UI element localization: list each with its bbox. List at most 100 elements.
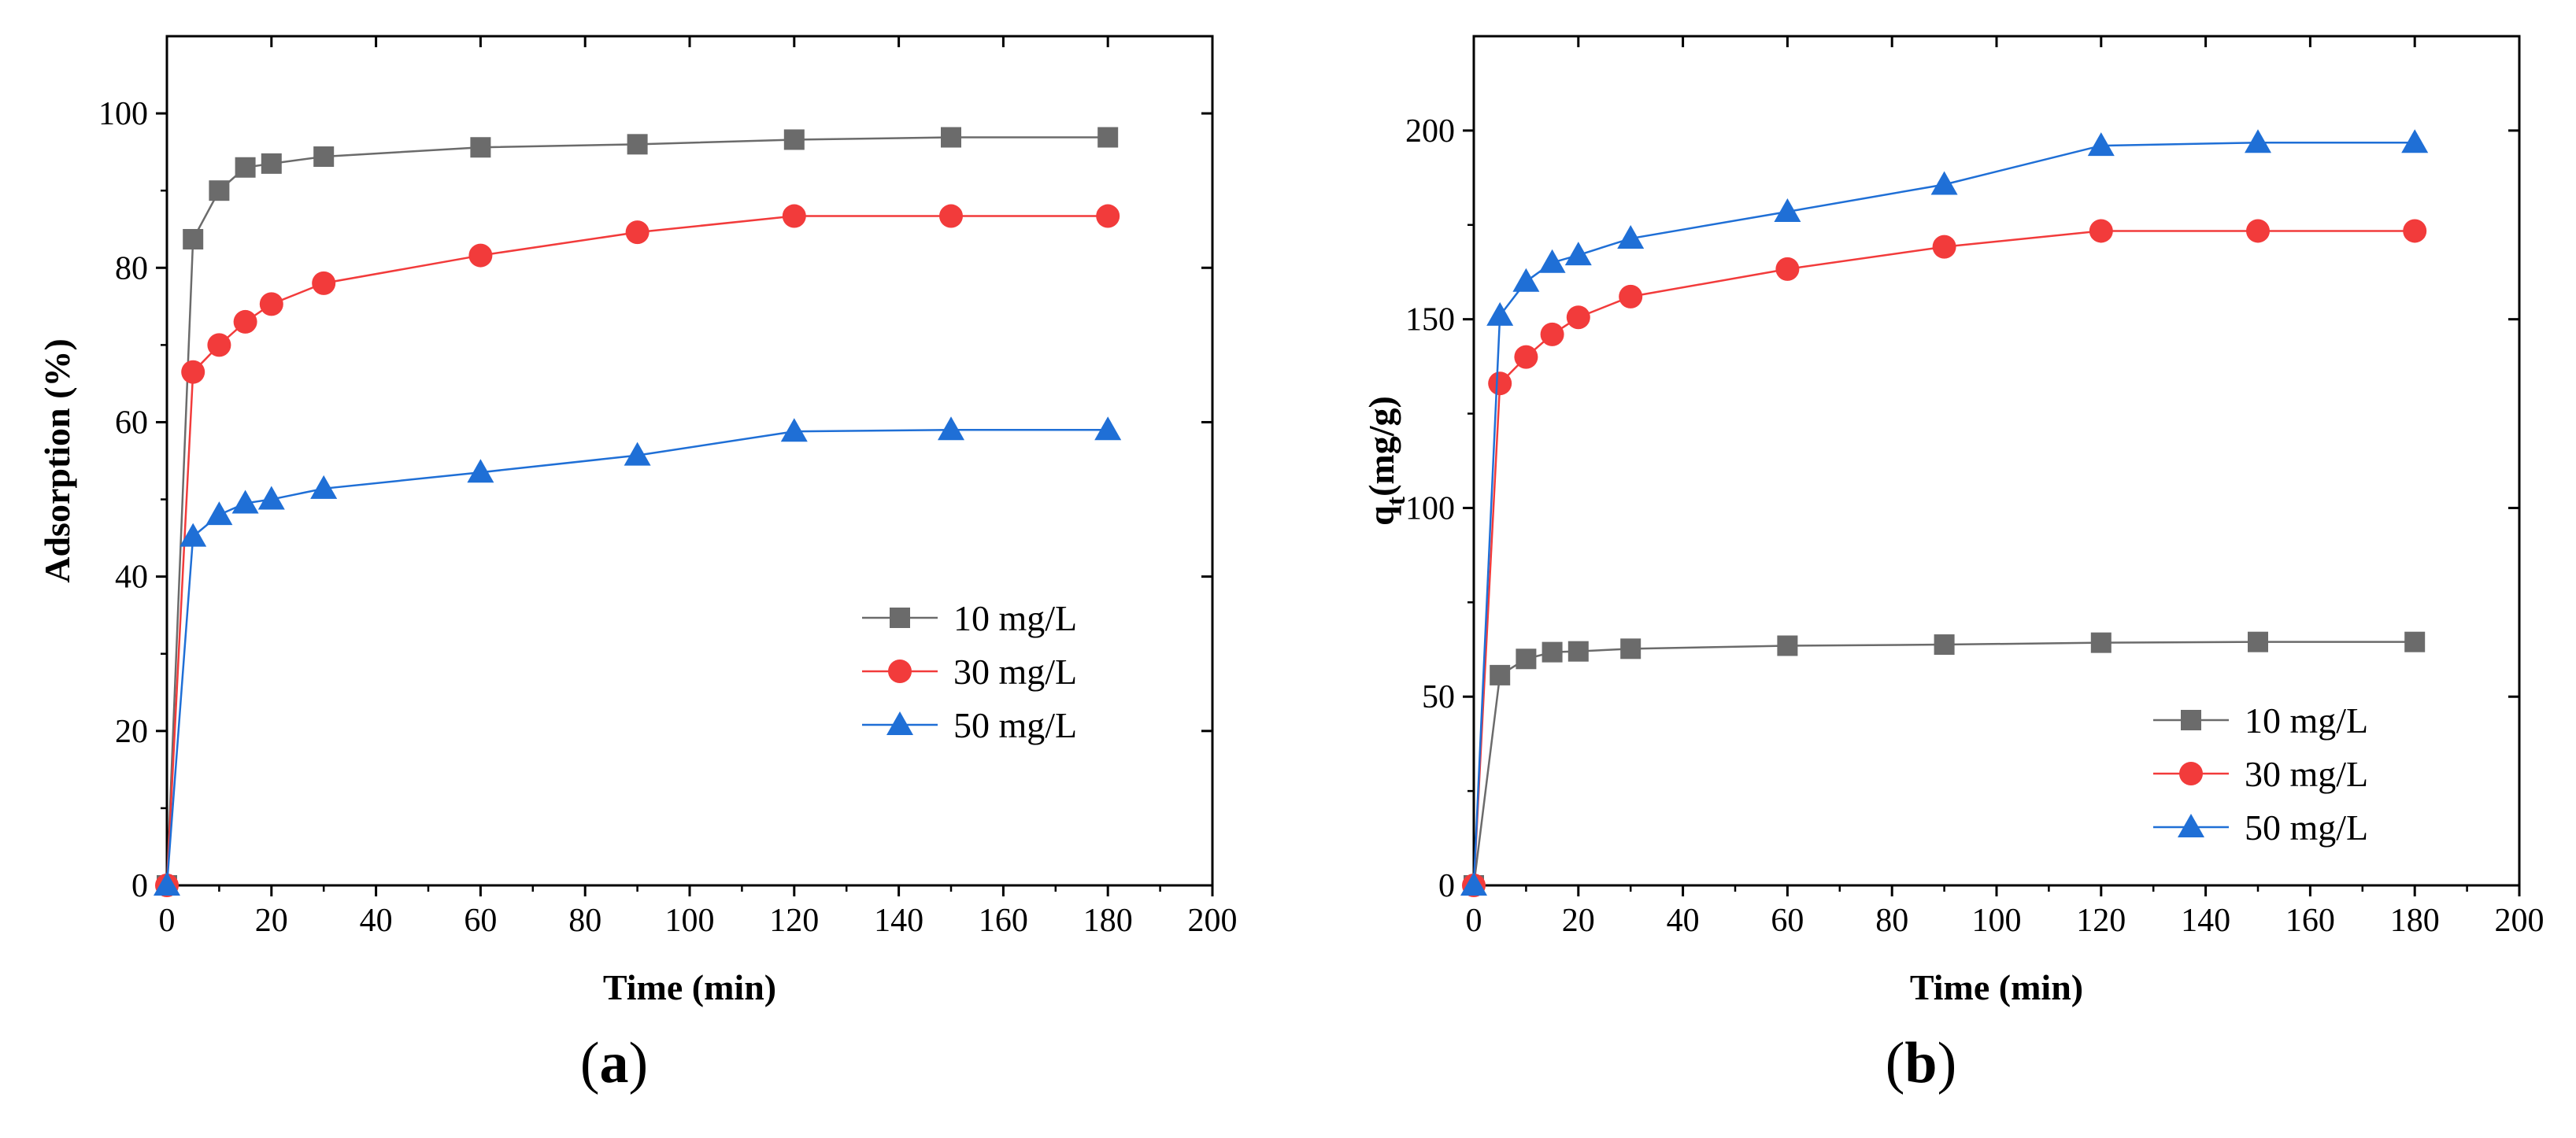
legend-label: 50 mg/L — [2245, 807, 2368, 848]
data-point — [1460, 872, 1487, 896]
panel-label: (a) — [580, 1031, 648, 1096]
data-point — [313, 146, 335, 168]
panel-label-close: ) — [629, 1031, 649, 1096]
y-tick-label: 200 — [1405, 113, 1455, 150]
data-point — [261, 153, 282, 174]
data-point — [183, 228, 204, 249]
data-point — [2090, 632, 2112, 653]
y-axis-title-unit: (mg/g) — [1361, 396, 1401, 497]
legend-label: 30 mg/L — [953, 652, 1077, 692]
series-10-mg-l — [157, 127, 1119, 896]
series-50-mg-l — [1460, 129, 2429, 896]
data-point — [205, 501, 233, 526]
data-point — [1097, 127, 1119, 148]
data-point — [624, 442, 651, 466]
data-point — [938, 416, 964, 441]
data-point — [2089, 219, 2113, 243]
legend-marker — [886, 711, 913, 735]
y-tick-label: 80 — [115, 250, 148, 286]
series-line — [165, 215, 1108, 886]
data-point — [310, 475, 338, 499]
x-tick-label: 100 — [665, 903, 715, 939]
x-tick-label: 160 — [2285, 903, 2335, 939]
x-tick-label: 0 — [1466, 903, 1482, 939]
data-point — [2404, 631, 2426, 652]
data-point — [209, 180, 230, 201]
data-point — [1538, 249, 1566, 273]
legend-marker — [890, 608, 910, 628]
data-point — [470, 137, 491, 158]
y-tick-label: 20 — [115, 714, 148, 750]
data-point — [468, 243, 493, 268]
x-tick-label: 100 — [1972, 903, 2022, 939]
x-tick-label: 40 — [360, 903, 393, 939]
x-axis-title: Time (min) — [1910, 967, 2083, 1007]
data-point — [235, 157, 256, 178]
data-point — [467, 459, 494, 483]
x-tick-label: 20 — [255, 903, 288, 939]
data-point — [257, 486, 285, 510]
data-point — [783, 129, 805, 150]
legend-marker — [888, 660, 912, 683]
x-tick-label: 80 — [568, 903, 601, 939]
data-point — [1617, 225, 1645, 249]
data-point — [1512, 268, 1540, 292]
data-point — [1934, 634, 1955, 656]
y-axis-title-subscript: t — [1382, 496, 1411, 505]
x-tick-label: 200 — [2495, 903, 2545, 939]
data-point — [2245, 129, 2271, 153]
data-point — [627, 134, 648, 155]
series-10-mg-l — [1464, 631, 2426, 896]
y-tick-label: 60 — [115, 405, 148, 441]
legend: 10 mg/L 30 mg/L 50 mg/L — [2153, 700, 2368, 848]
x-tick-label: 180 — [1083, 903, 1133, 939]
series-50-mg-l — [154, 416, 1122, 896]
data-point — [1619, 284, 1643, 309]
y-tick-label: 50 — [1422, 679, 1455, 715]
data-point — [1486, 301, 1514, 326]
x-tick-label: 60 — [1771, 903, 1804, 939]
x-tick-label: 80 — [1875, 903, 1908, 939]
x-tick-label: 40 — [1667, 903, 1700, 939]
chart-panel-b: 0 20 40 60 80 100 120 140 160 180 200 0 50 100 150 200 T… — [1361, 35, 2545, 1096]
data-point — [625, 220, 650, 245]
panel-label-letter: b — [1904, 1031, 1937, 1096]
panel-label-open: ( — [1886, 1031, 1905, 1096]
legend-marker — [2178, 814, 2204, 837]
y-tick-label: 100 — [98, 96, 148, 132]
panel-label: (b) — [1886, 1031, 1956, 1096]
data-point — [1540, 322, 1564, 346]
data-point — [207, 333, 231, 357]
data-point — [2248, 631, 2268, 652]
x-tick-label: 180 — [2390, 903, 2440, 939]
x-tick-label: 140 — [2181, 903, 2230, 939]
data-point — [2246, 219, 2270, 243]
data-point — [2087, 132, 2115, 157]
y-tick-label: 0 — [131, 868, 148, 904]
data-point — [1094, 416, 1122, 441]
data-point — [231, 490, 259, 514]
y-tick-label: 40 — [115, 560, 148, 596]
x-tick-label: 140 — [874, 903, 923, 939]
data-point — [181, 360, 205, 384]
panel-label-open: ( — [580, 1031, 600, 1096]
data-point — [180, 523, 207, 547]
y-tick-label: 0 — [1438, 868, 1455, 904]
data-point — [2403, 219, 2427, 243]
data-point — [1096, 204, 1120, 228]
x-tick-label: 120 — [2076, 903, 2126, 939]
data-point — [1488, 371, 1512, 396]
data-point — [1490, 664, 1511, 685]
data-point — [1774, 198, 1801, 222]
data-point — [1932, 235, 1956, 259]
data-point — [1516, 648, 1537, 670]
y-tick-label: 150 — [1405, 302, 1455, 338]
data-point — [154, 872, 180, 896]
data-point — [233, 309, 257, 334]
y-axis-title: qt(mg/g) — [1361, 396, 1411, 526]
data-point — [1566, 305, 1590, 330]
data-point — [939, 204, 963, 228]
legend-label: 10 mg/L — [953, 598, 1077, 638]
panel-label-close: ) — [1938, 1031, 1957, 1096]
data-point — [780, 418, 808, 442]
